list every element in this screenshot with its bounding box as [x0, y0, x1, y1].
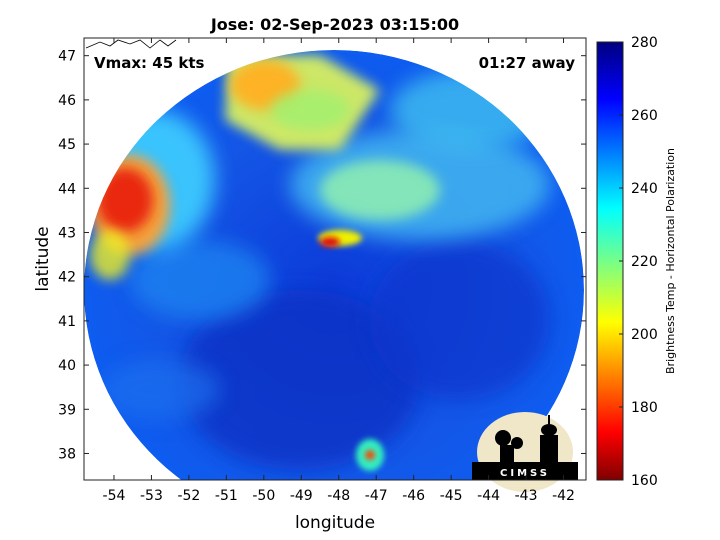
plot-area [84, 38, 586, 480]
colorbar-tick-label: 160 [631, 473, 658, 489]
cimss-logo: CIMSS [472, 412, 578, 492]
x-tick-label: -49 [290, 488, 313, 504]
x-tick-label: -51 [215, 488, 238, 504]
y-tick-label: 39 [58, 402, 76, 418]
y-axis-label: latitude [33, 226, 53, 291]
colorbar-tick-label: 220 [631, 254, 658, 270]
y-tick-label: 44 [58, 181, 76, 197]
colorbar-tick-label: 240 [631, 181, 658, 197]
colorbar-tick-label: 260 [631, 108, 658, 124]
colorbar-tick-label: 180 [631, 400, 658, 416]
x-axis-label: longitude [295, 513, 375, 533]
x-tick-label: -48 [327, 488, 350, 504]
x-tick-label: -46 [402, 488, 425, 504]
chart-title: Jose: 02-Sep-2023 03:15:00 [210, 15, 459, 34]
y-tick-label: 46 [58, 93, 76, 109]
x-tick-label: -54 [103, 488, 126, 504]
x-tick-label: -53 [140, 488, 163, 504]
colorbar-tick-label: 280 [631, 35, 658, 51]
swath-image [84, 50, 584, 480]
colorbar-label: Brightness Temp - Horizontal Polarizatio… [664, 148, 677, 374]
vmax-label: Vmax: 45 kts [94, 54, 204, 72]
y-tick-label: 41 [58, 314, 76, 330]
colorbar-tick-label: 200 [631, 327, 658, 343]
x-tick-label: -45 [440, 488, 463, 504]
y-tick-label: 42 [58, 270, 76, 286]
y-tick-label: 47 [58, 49, 76, 65]
x-axis: -54 -53 -52 -51 -50 -49 -48 -47 -46 -45 -44 -43 -42 [103, 38, 575, 504]
coastline [85, 39, 177, 49]
x-tick-label: -52 [177, 488, 200, 504]
y-tick-label: 43 [58, 225, 76, 241]
cimss-logo-text: CIMSS [500, 468, 550, 479]
x-tick-label: -42 [552, 488, 575, 504]
y-tick-label: 45 [58, 137, 76, 153]
x-tick-label: -43 [515, 488, 538, 504]
x-tick-label: -50 [252, 488, 275, 504]
colorbar: 160 180 200 220 240 260 280 Brightness Temp - … [596, 35, 677, 489]
x-tick-label: -44 [477, 488, 500, 504]
time-offset-label: 01:27 away [479, 54, 576, 72]
colorbar-ticks: 160 180 200 220 240 260 280 [619, 35, 658, 489]
y-tick-label: 40 [58, 358, 76, 374]
x-tick-label: -47 [365, 488, 388, 504]
y-axis: 38 39 40 41 42 43 44 45 46 47 [58, 49, 586, 462]
y-tick-label: 38 [58, 446, 76, 462]
axes-frame [83, 37, 587, 481]
